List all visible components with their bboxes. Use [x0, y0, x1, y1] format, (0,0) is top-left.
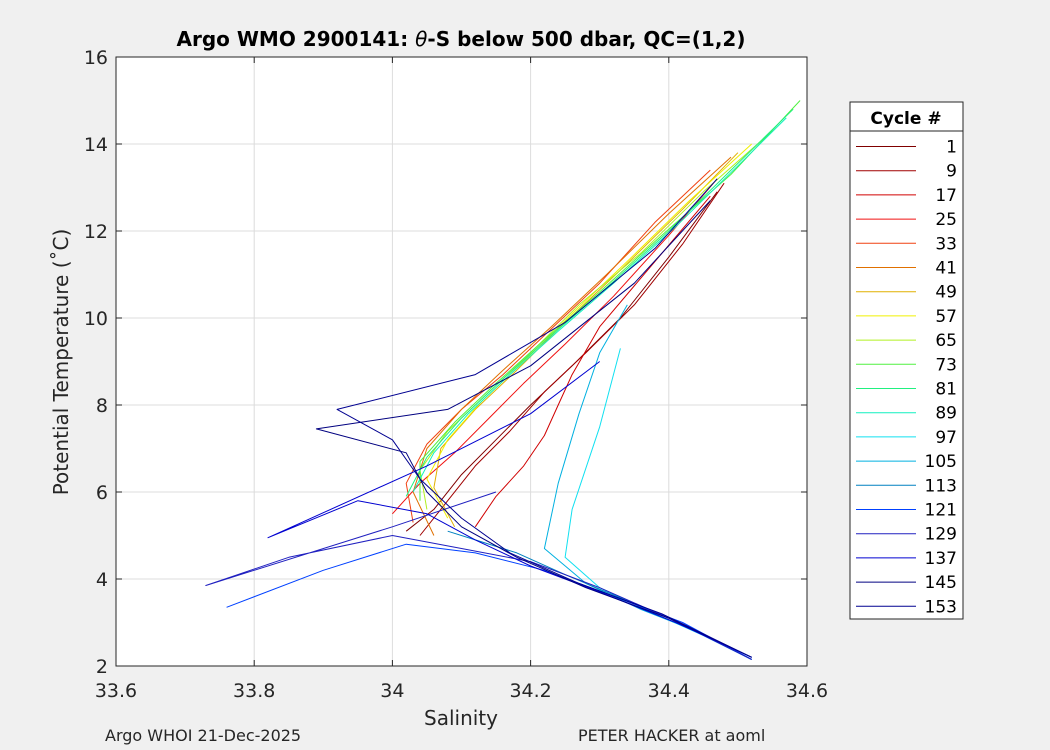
legend-label: 121	[925, 501, 957, 521]
series-line-5	[405, 169, 711, 523]
legend: Cycle # 1 9 17 25 33 41 49 57 65 73 81 89 97 105 113 12…	[849, 101, 964, 620]
series-line-1	[405, 191, 718, 532]
legend-label: 105	[925, 452, 957, 472]
legend-entries: 1 9 17 25 33 41 49 57 65 73 81 89 97 105 113 121 129 137 1…	[856, 138, 957, 617]
legend-box	[849, 101, 964, 620]
legend-label: 17	[935, 186, 957, 206]
legend-label: 145	[925, 573, 957, 593]
legend-label: 113	[925, 476, 957, 496]
series-line-3	[474, 195, 711, 528]
tick-group: 33.6 33.8 34 34.2 34.4 34.6 2 4 6 8 10 12 14 16	[84, 47, 828, 702]
legend-label: 41	[935, 259, 957, 279]
x-tick-label: 34.2	[509, 680, 551, 702]
grid	[116, 57, 807, 666]
x-tick-label: 34.6	[786, 680, 828, 702]
legend-title: Cycle #	[870, 109, 941, 129]
x-axis-label: Salinity	[424, 706, 498, 730]
y-tick-label: 6	[96, 482, 108, 504]
y-tick-label: 10	[84, 308, 108, 330]
series-line-12	[412, 117, 787, 493]
series-line-19	[315, 200, 752, 658]
series-line-17	[205, 491, 752, 660]
legend-label: 129	[925, 525, 957, 545]
series-line-2	[419, 182, 725, 536]
legend-label: 97	[935, 428, 957, 448]
legend-label: 33	[935, 234, 957, 254]
x-tick-label: 34	[380, 680, 404, 702]
legend-label: 137	[925, 549, 957, 569]
legend-label: 73	[935, 355, 957, 375]
y-tick-label: 8	[96, 395, 108, 417]
y-axis-label: Potential Temperature (˚C)	[49, 229, 73, 496]
x-tick-label: 33.8	[233, 680, 275, 702]
series-line-7	[433, 152, 739, 528]
legend-label: 1	[946, 138, 957, 158]
plot-area	[116, 57, 807, 666]
series-line-20	[336, 178, 752, 658]
legend-label: 89	[935, 404, 957, 424]
series-line-6	[412, 156, 732, 536]
x-tick-label: 33.6	[95, 680, 137, 702]
chart-title: Argo WMO 2900141: θ-S below 500 dbar, QC…	[177, 27, 746, 51]
legend-label: 9	[946, 162, 957, 182]
plot-border	[115, 56, 808, 667]
legend-label: 25	[935, 210, 957, 230]
data-region	[205, 100, 801, 660]
x-tick-label: 34.4	[648, 680, 690, 702]
legend-label: 65	[935, 331, 957, 351]
legend-label: 49	[935, 283, 957, 303]
legend-label: 81	[935, 380, 957, 400]
series-group	[205, 100, 801, 660]
series-line-4	[392, 178, 718, 515]
series-line-11	[405, 108, 794, 497]
y-tick-label: 2	[96, 656, 108, 678]
y-tick-label: 16	[84, 47, 108, 69]
legend-label: 153	[925, 597, 957, 617]
footer-left: Argo WHOI 21-Dec-2025	[105, 726, 302, 745]
y-tick-label: 14	[84, 134, 108, 156]
legend-label: 57	[935, 307, 957, 327]
y-tick-label: 12	[84, 221, 108, 243]
y-tick-label: 4	[96, 569, 108, 591]
footer-right: PETER HACKER at aoml	[578, 726, 766, 745]
